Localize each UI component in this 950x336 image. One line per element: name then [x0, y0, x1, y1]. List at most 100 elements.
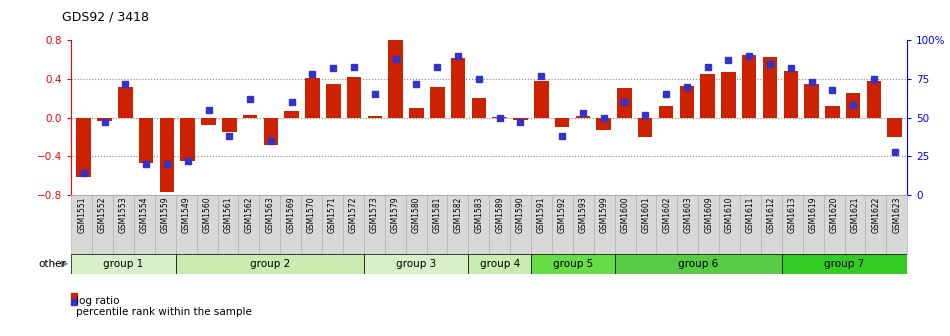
Bar	[594, 195, 615, 254]
Bar	[326, 84, 340, 118]
Bar	[531, 254, 615, 274]
Bar	[846, 93, 861, 118]
Bar	[139, 118, 153, 163]
Bar	[887, 118, 902, 137]
Bar	[700, 74, 715, 118]
Bar	[368, 116, 382, 118]
Text: percentile rank within the sample: percentile rank within the sample	[76, 307, 252, 318]
Bar	[451, 58, 466, 118]
Bar	[406, 195, 427, 254]
Text: group 2: group 2	[250, 259, 290, 269]
Bar	[92, 195, 113, 254]
Text: GSM1549: GSM1549	[181, 197, 191, 233]
Text: group 1: group 1	[104, 259, 143, 269]
Text: GSM1551: GSM1551	[77, 197, 86, 233]
Bar	[740, 195, 761, 254]
Bar	[160, 118, 174, 192]
Text: GSM1573: GSM1573	[370, 197, 379, 233]
Text: GSM1603: GSM1603	[683, 197, 693, 233]
Text: group 6: group 6	[678, 259, 718, 269]
Text: GSM1570: GSM1570	[307, 197, 316, 233]
Bar	[679, 86, 694, 118]
Bar	[492, 117, 507, 118]
Text: GSM1619: GSM1619	[808, 197, 818, 233]
Text: GSM1559: GSM1559	[161, 197, 170, 233]
Text: log ratio: log ratio	[76, 296, 120, 306]
Bar	[489, 195, 510, 254]
Bar	[803, 195, 824, 254]
Text: GSM1589: GSM1589	[495, 197, 504, 233]
Bar	[576, 116, 590, 118]
Bar	[826, 106, 840, 118]
Text: GSM1572: GSM1572	[349, 197, 358, 233]
Bar	[784, 71, 798, 118]
Bar	[280, 195, 301, 254]
Text: GSM1581: GSM1581	[432, 197, 442, 233]
Bar	[656, 195, 677, 254]
Bar	[243, 115, 257, 118]
Bar	[552, 195, 573, 254]
Bar	[134, 195, 155, 254]
Text: GSM1612: GSM1612	[767, 197, 776, 233]
Text: other: other	[39, 259, 66, 269]
Bar	[364, 195, 385, 254]
Bar	[76, 118, 91, 177]
Text: group 4: group 4	[480, 259, 520, 269]
Bar	[430, 87, 445, 118]
Text: GSM1571: GSM1571	[328, 197, 337, 233]
Bar	[301, 195, 322, 254]
Bar	[322, 195, 343, 254]
Bar	[638, 118, 653, 137]
Bar	[615, 195, 636, 254]
Bar	[555, 118, 569, 127]
Bar	[761, 195, 782, 254]
Text: GSM1591: GSM1591	[537, 197, 546, 233]
Text: GSM1552: GSM1552	[98, 197, 107, 233]
Text: GSM1569: GSM1569	[286, 197, 295, 233]
Bar	[824, 195, 845, 254]
Bar	[763, 57, 777, 118]
Bar	[155, 195, 176, 254]
Text: GSM1623: GSM1623	[892, 197, 902, 233]
Text: GSM1590: GSM1590	[516, 197, 525, 233]
Bar	[197, 195, 218, 254]
Bar	[719, 195, 740, 254]
Text: GSM1613: GSM1613	[788, 197, 797, 233]
Text: GSM1600: GSM1600	[620, 197, 630, 233]
Bar	[71, 195, 92, 254]
Text: GSM1622: GSM1622	[871, 197, 881, 233]
Bar	[263, 118, 278, 145]
Text: GSM1621: GSM1621	[850, 197, 860, 233]
Bar	[343, 195, 364, 254]
Text: group 3: group 3	[396, 259, 436, 269]
Bar	[176, 195, 197, 254]
Bar	[782, 254, 907, 274]
Bar	[636, 195, 656, 254]
Bar	[238, 195, 259, 254]
Bar	[118, 87, 133, 118]
Bar	[573, 195, 594, 254]
Text: GSM1562: GSM1562	[244, 197, 254, 233]
Text: GSM1609: GSM1609	[704, 197, 713, 233]
Text: GSM1602: GSM1602	[662, 197, 672, 233]
Bar	[618, 88, 632, 118]
Text: GSM1610: GSM1610	[725, 197, 734, 233]
Text: GDS92 / 3418: GDS92 / 3418	[62, 10, 149, 23]
Bar	[805, 84, 819, 118]
Bar	[782, 195, 803, 254]
Text: group 7: group 7	[825, 259, 864, 269]
Bar	[468, 195, 489, 254]
Text: GSM1560: GSM1560	[202, 197, 212, 233]
Text: GSM1583: GSM1583	[474, 197, 484, 233]
Bar	[284, 111, 299, 118]
Bar	[447, 195, 468, 254]
Text: GSM1561: GSM1561	[223, 197, 233, 233]
Text: GSM1593: GSM1593	[579, 197, 588, 233]
Text: GSM1592: GSM1592	[558, 197, 567, 233]
Text: GSM1580: GSM1580	[411, 197, 421, 233]
Bar	[259, 195, 280, 254]
Bar	[201, 118, 216, 125]
Bar	[468, 254, 531, 274]
Bar	[427, 195, 447, 254]
Bar	[113, 195, 134, 254]
